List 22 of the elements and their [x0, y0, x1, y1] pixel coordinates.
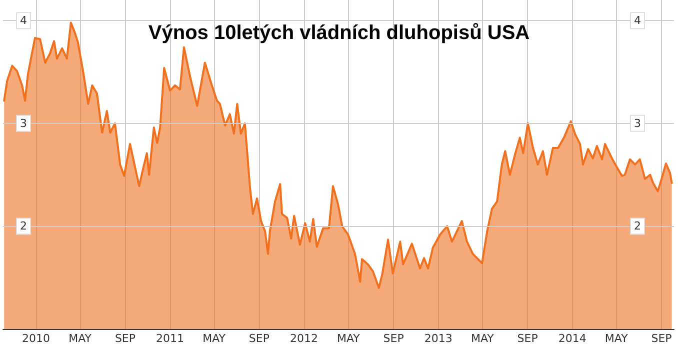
text: Výnos 10letých vládních dluhopisů USA	[148, 22, 530, 44]
x-tick-label: MAY	[68, 332, 92, 345]
x-tick-label: SEP	[517, 332, 538, 345]
x-tick-label: SEP	[383, 332, 404, 345]
y2-tick-label: 4	[634, 14, 641, 28]
x-tick-label: 2014	[558, 332, 586, 345]
x-tick-label: MAY	[604, 332, 628, 345]
x-tick-label: MAY	[470, 332, 494, 345]
y-tick-label: 4	[20, 14, 27, 28]
x-tick-label: MAY	[202, 332, 226, 345]
x-tick-label: 2010	[22, 332, 50, 345]
x-tick-label: 2011	[156, 332, 184, 345]
y2-tick-label: 3	[634, 116, 641, 130]
y2-tick-label: 2	[634, 220, 641, 233]
x-tick-label: SEP	[114, 332, 136, 345]
x-tick-label: SEP	[248, 332, 270, 345]
x-tick-label: SEP	[651, 332, 672, 345]
x-tick-label: 2012	[290, 332, 318, 345]
x-tick-label: MAY	[336, 332, 360, 345]
y-tick-label: 3	[20, 116, 27, 130]
y-tick-label: 2	[20, 220, 27, 233]
x-tick-label: 2013	[424, 332, 452, 345]
